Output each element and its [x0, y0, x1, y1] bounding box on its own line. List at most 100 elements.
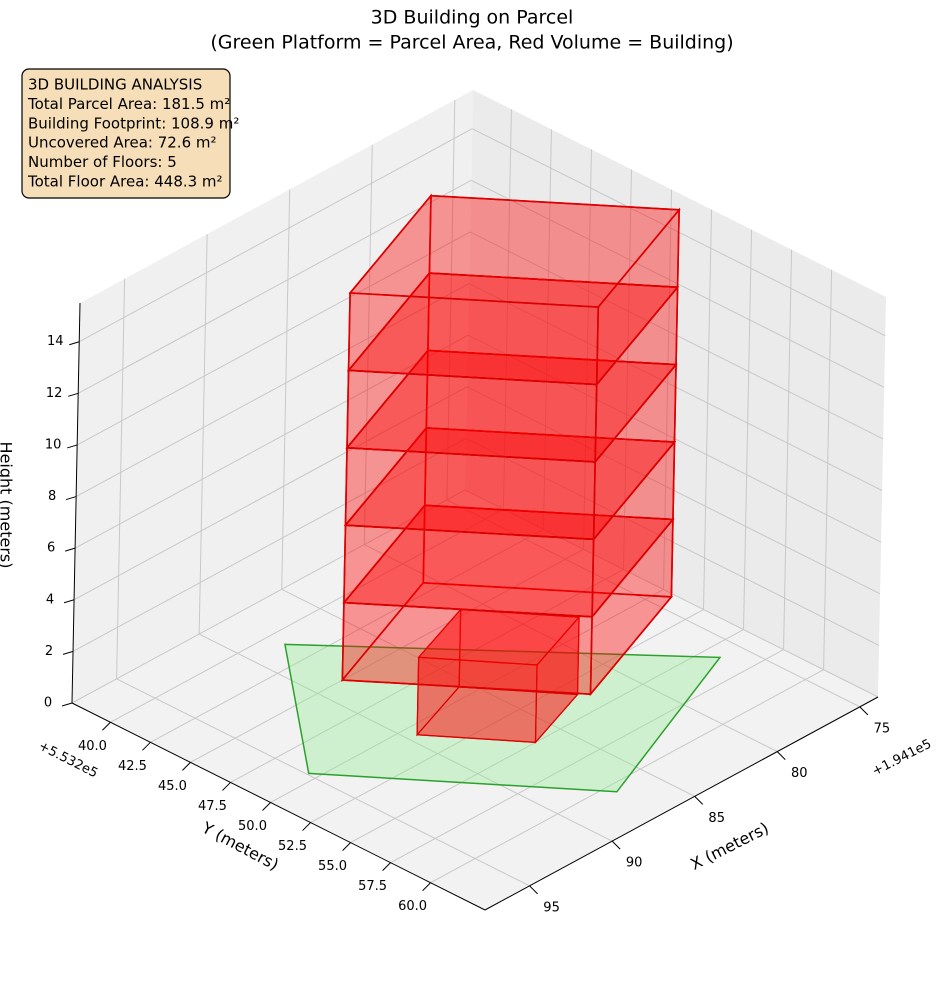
grid-line — [582, 149, 592, 550]
grid-line — [230, 568, 624, 783]
tick-mark — [63, 599, 75, 604]
grid-line — [703, 209, 713, 610]
core-top — [417, 608, 581, 666]
z-tick-label: 0 — [44, 696, 52, 711]
axis-line — [71, 302, 81, 704]
floor-top — [348, 194, 681, 308]
tick-mark — [262, 802, 271, 811]
grid-line — [502, 109, 512, 510]
y-tick-label: 42.5 — [118, 759, 147, 774]
tick-mark — [62, 650, 74, 655]
grid-line — [446, 99, 456, 500]
tick-mark — [694, 795, 704, 805]
x-tick-label: 90 — [626, 856, 643, 871]
grid-line — [363, 144, 373, 545]
chart-title: 3D Building on Parcel — [371, 7, 574, 29]
y-tick-label: 55.0 — [318, 859, 347, 874]
info-line: Total Parcel Area: 181.5 m² — [27, 95, 230, 113]
info-line: Building Footprint: 108.9 m² — [28, 114, 239, 132]
info-line: 3D BUILDING ANALYSIS — [28, 76, 202, 94]
z-tick-label: 10 — [45, 437, 62, 452]
tick-mark — [65, 496, 77, 501]
grid-line — [310, 609, 704, 823]
grid-line — [150, 528, 544, 743]
tick-mark — [529, 885, 538, 895]
grid-line — [73, 386, 468, 601]
x-tick-label: 95 — [543, 900, 560, 915]
grid-line — [74, 334, 469, 549]
grid-line — [110, 508, 504, 723]
z-tick-label: 4 — [46, 592, 54, 607]
grid-line — [270, 589, 664, 803]
grid-line — [281, 588, 695, 797]
tick-mark — [382, 862, 391, 872]
y-tick-label: 40.0 — [78, 739, 107, 754]
z-axis-label: Height (meters) — [0, 442, 16, 569]
floor-pane — [72, 490, 878, 910]
tick-mark — [182, 762, 191, 771]
x-tick-label: 75 — [874, 721, 891, 736]
tick-mark — [64, 547, 76, 552]
chart-subtitle: (Green Platform = Parcel Area, Red Volum… — [210, 32, 733, 54]
tick-mark — [422, 882, 431, 892]
y-tick-label: 45.0 — [158, 779, 187, 794]
grid-line — [350, 629, 744, 844]
x-axis-label: X (meters) — [687, 818, 771, 874]
grid-line — [430, 669, 824, 884]
grid-line — [77, 179, 472, 394]
tick-mark — [776, 751, 786, 760]
grid-line — [662, 189, 672, 590]
info-line: Total Floor Area: 448.3 m² — [27, 173, 223, 191]
grid-line — [364, 544, 778, 753]
grid-line — [116, 678, 530, 887]
wall-pane — [72, 90, 473, 703]
tick-mark — [342, 842, 351, 851]
y-tick-label: 57.5 — [358, 879, 387, 894]
z-tick-label: 14 — [47, 334, 64, 349]
tick-mark — [302, 822, 311, 831]
grid-line — [198, 234, 208, 635]
grid-line — [390, 649, 784, 864]
grid-line — [281, 189, 291, 590]
grid-line — [75, 283, 470, 497]
tick-mark — [142, 741, 151, 751]
info-line: Number of Floors: 5 — [28, 153, 177, 171]
tick-mark — [68, 392, 79, 397]
y-tick-label: 47.5 — [198, 799, 227, 814]
z-tick-label: 6 — [47, 541, 55, 556]
tick-mark — [859, 706, 869, 716]
y-tick-label: 50.0 — [238, 819, 267, 834]
grid — [71, 99, 886, 887]
grid-line — [823, 269, 833, 670]
grid-line — [116, 278, 126, 679]
x-tick-label: 80 — [791, 766, 808, 781]
grid-line — [78, 128, 473, 343]
info-line: Uncovered Area: 72.6 m² — [28, 134, 217, 152]
grid-line — [72, 437, 467, 652]
tick-mark — [102, 721, 111, 731]
grid-line — [190, 548, 584, 763]
info-box — [21, 68, 231, 199]
z-tick-label: 12 — [46, 386, 63, 401]
tick-mark — [611, 840, 621, 850]
z-tick-label: 2 — [45, 644, 53, 659]
grid-line — [71, 489, 466, 704]
parcel — [284, 643, 722, 793]
tick-mark — [67, 444, 78, 449]
grid-line — [198, 633, 613, 842]
grid-line — [542, 129, 552, 530]
y-tick-label: 60.0 — [398, 899, 427, 914]
axis-line — [71, 702, 486, 911]
z-tick-label: 8 — [48, 489, 56, 504]
marks — [284, 193, 722, 793]
tick-mark — [222, 782, 231, 791]
y-tick-label: 52.5 — [278, 839, 307, 854]
grid-line — [783, 249, 793, 650]
grid-line — [76, 231, 471, 446]
tick-mark — [61, 702, 73, 707]
axis-line — [484, 696, 879, 911]
x-tick-label: 85 — [708, 811, 725, 826]
x-offset-label: +1.941e5 — [870, 737, 934, 780]
